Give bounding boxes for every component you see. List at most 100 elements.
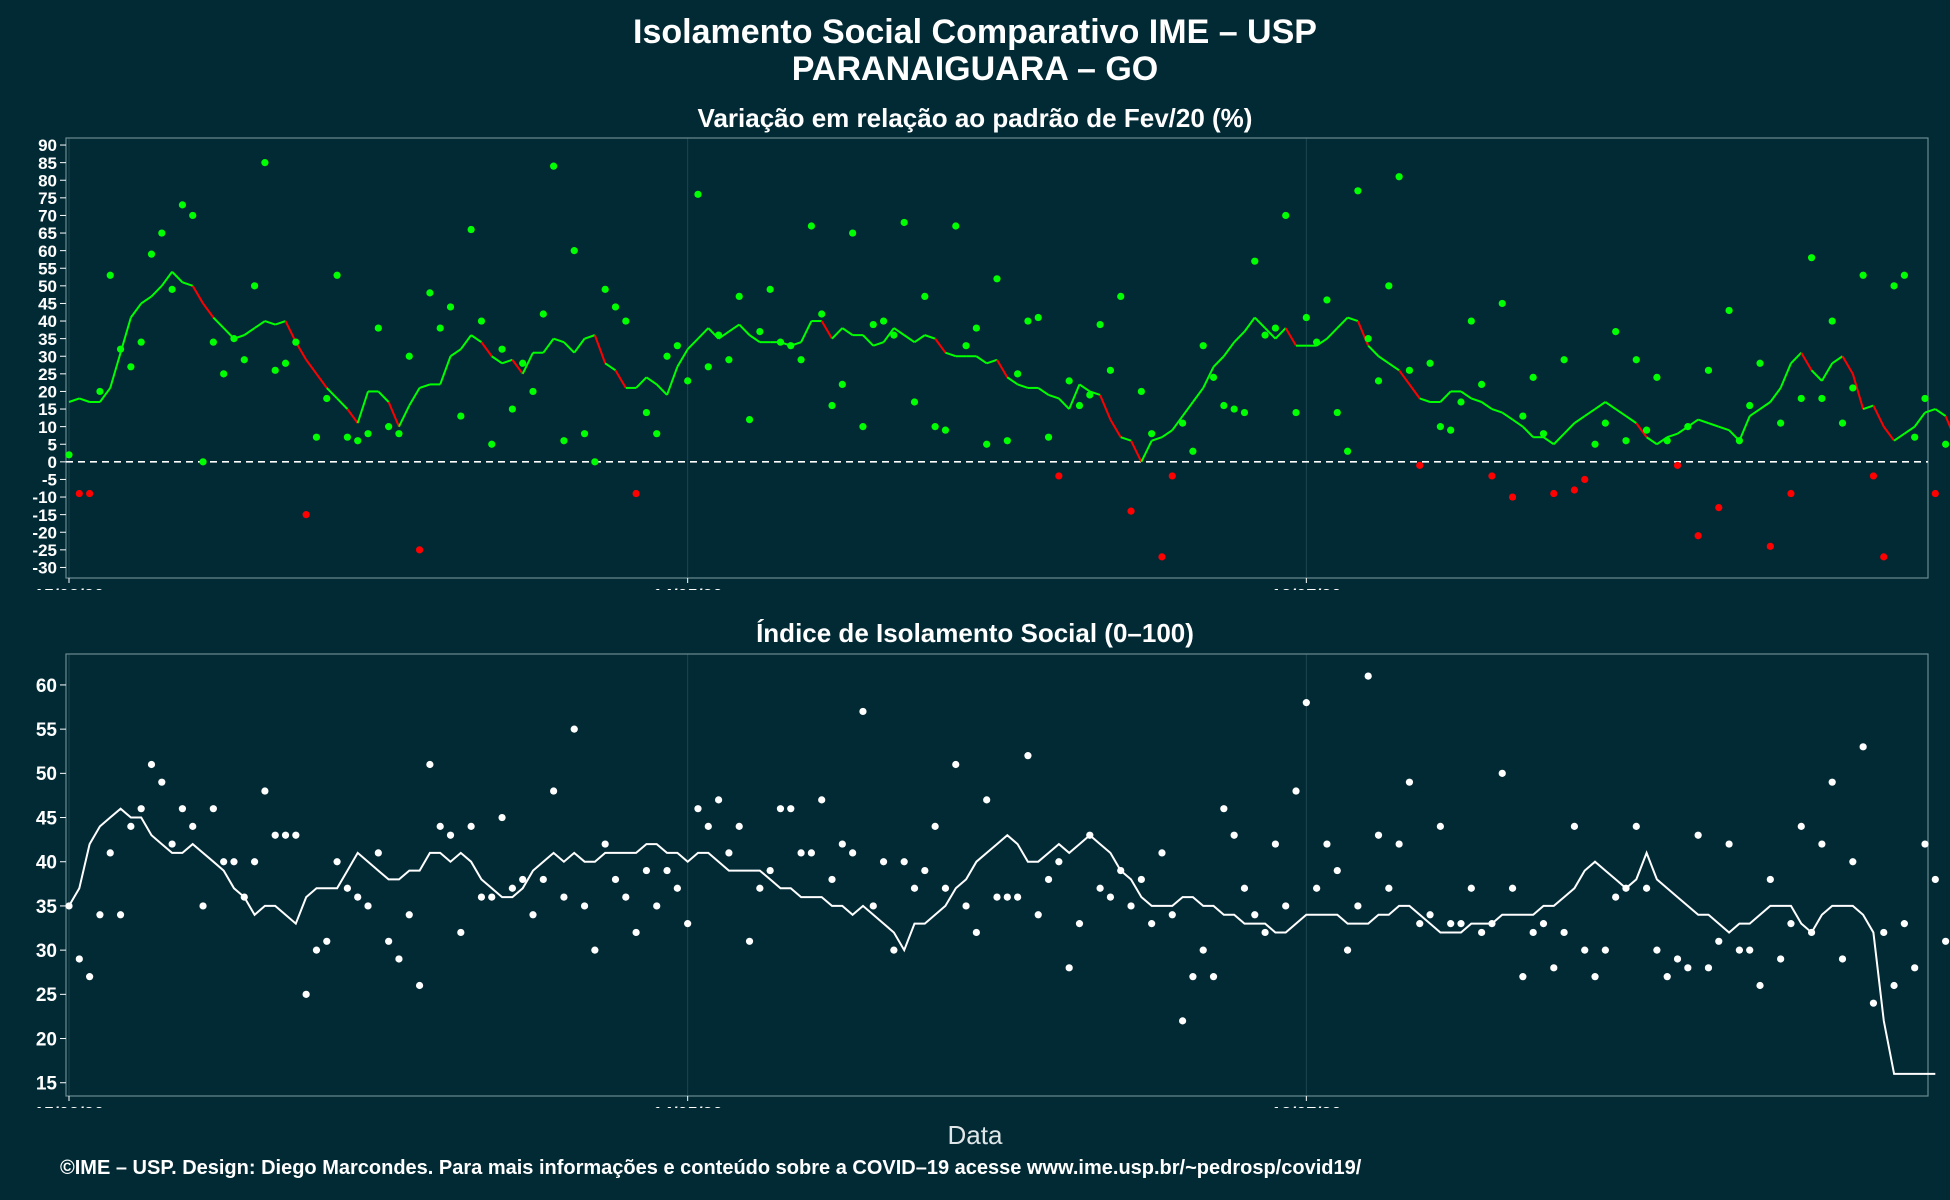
daily-point [859, 707, 867, 716]
daily-point [415, 981, 424, 990]
daily-point [1632, 356, 1640, 364]
moving-average-segment [1841, 355, 1854, 375]
daily-point [1364, 335, 1372, 343]
moving-average-segment [882, 327, 895, 343]
moving-average-segment [1491, 408, 1503, 414]
daily-point [96, 387, 104, 396]
daily-point [488, 893, 496, 901]
daily-point [271, 366, 279, 374]
daily-point [1137, 387, 1145, 396]
daily-point [807, 849, 816, 857]
moving-average-segment [1635, 422, 1648, 438]
daily-point [952, 760, 960, 769]
daily-point [1240, 884, 1249, 892]
moving-average-segment [872, 341, 884, 347]
y-tick-label: 75 [38, 189, 57, 208]
moving-average-segment [1924, 408, 1936, 414]
moving-average-segment [212, 316, 225, 329]
daily-point [281, 359, 290, 367]
daily-point [1447, 426, 1455, 434]
daily-point [498, 345, 506, 353]
daily-point [1838, 955, 1847, 963]
daily-point [323, 937, 331, 945]
daily-point [694, 190, 702, 198]
daily-point [405, 352, 413, 360]
daily-point [1570, 486, 1579, 494]
daily-point [312, 433, 321, 441]
moving-average-segment [1944, 415, 1950, 430]
daily-point [1890, 981, 1898, 990]
daily-point [838, 840, 846, 848]
daily-point [560, 893, 568, 901]
daily-point [1921, 394, 1929, 403]
y-tick-label: 25 [38, 365, 57, 384]
moving-average-segment [315, 373, 328, 389]
daily-point [1859, 271, 1867, 279]
moving-average-segment [264, 320, 276, 326]
daily-point [281, 831, 290, 839]
daily-point [1911, 433, 1919, 441]
moving-average-segment [841, 327, 854, 336]
daily-point [1828, 317, 1836, 325]
moving-average-segment [666, 366, 679, 396]
daily-point [292, 338, 300, 346]
daily-point [1591, 440, 1599, 448]
moving-average-segment [831, 327, 844, 340]
daily-point [178, 201, 187, 209]
y-tick-label: 15 [38, 400, 57, 419]
moving-average-segment [738, 323, 751, 336]
daily-point [343, 433, 351, 441]
moving-average-segment [1274, 327, 1287, 340]
daily-point [1436, 822, 1444, 830]
daily-point [756, 328, 764, 336]
daily-point [1694, 532, 1702, 540]
daily-point [1807, 928, 1816, 937]
daily-point [488, 440, 496, 448]
moving-average-segment [1563, 422, 1576, 435]
daily-point [1715, 504, 1723, 512]
moving-average-segment [1223, 341, 1235, 357]
daily-point [1725, 840, 1733, 848]
daily-point [1766, 542, 1774, 550]
moving-average-segment [1398, 369, 1411, 385]
daily-point [230, 335, 238, 343]
y-tick-label: 30 [36, 941, 57, 962]
y-tick-label: 35 [36, 897, 58, 918]
daily-point [302, 511, 310, 519]
daily-point [1199, 342, 1207, 350]
daily-point [395, 430, 403, 438]
daily-point [725, 849, 733, 857]
daily-point [508, 405, 516, 413]
daily-point [189, 822, 197, 830]
daily-point [1086, 391, 1094, 399]
moving-average-segment [130, 302, 142, 319]
x-tick-label: 14/05/20 [653, 586, 723, 590]
moving-average-segment [274, 320, 286, 326]
daily-point [632, 489, 640, 498]
daily-point [1653, 946, 1661, 954]
daily-point [1271, 324, 1279, 332]
daily-point [168, 285, 176, 293]
moving-average-segment [1212, 355, 1225, 368]
bottom-panel-title: Índice de Isolamento Social (0–100) [756, 618, 1194, 648]
moving-average-segment [1099, 394, 1112, 420]
x-tick-label: 14/05/20 [653, 1104, 723, 1108]
daily-point [1942, 440, 1950, 448]
moving-average-segment [1161, 429, 1173, 439]
daily-point [1478, 928, 1486, 937]
moving-average-segment [1419, 397, 1431, 403]
daily-point [1570, 822, 1579, 830]
daily-point [972, 928, 980, 937]
daily-point [745, 416, 754, 424]
daily-point [684, 920, 692, 928]
daily-point [1230, 405, 1238, 413]
daily-point [1127, 507, 1135, 515]
y-tick-label: 35 [38, 330, 57, 349]
moving-average-segment [1615, 408, 1627, 417]
moving-average-segment [377, 390, 390, 403]
moving-average-segment [1048, 394, 1060, 400]
moving-average-line [68, 807, 1936, 1075]
moving-average-segment [387, 401, 400, 428]
moving-average-segment [1542, 436, 1555, 446]
daily-point [1735, 437, 1743, 445]
